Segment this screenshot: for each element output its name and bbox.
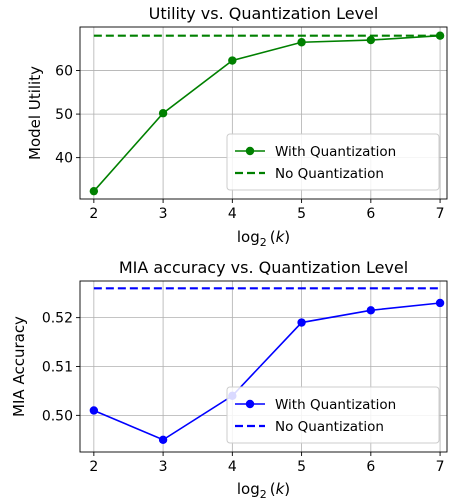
x-axis-label-part: log (237, 480, 260, 498)
legend-label: With Quantization (275, 144, 396, 160)
data-point-x7 (435, 298, 445, 308)
x-tick-label: 3 (159, 459, 168, 475)
data-point-x3 (158, 109, 168, 118)
legend-marker (245, 146, 255, 156)
x-axis-label: log2 (k) (237, 480, 290, 501)
x-axis-label-part: log (237, 228, 260, 246)
x-axis-label-part: 2 (260, 236, 267, 249)
y-tick-label: 40 (55, 151, 73, 167)
data-point-x2 (89, 186, 99, 196)
y-tick-label: 50 (55, 107, 73, 123)
legend-label: No Quantization (275, 419, 384, 435)
data-point-x6 (366, 35, 376, 45)
data-point-x5 (297, 38, 306, 47)
legend-label: No Quantization (275, 166, 384, 182)
x-axis-label-part: ( (270, 480, 276, 498)
x-tick-label: 6 (366, 459, 375, 475)
series-with-quantization-line (93, 302, 441, 441)
legend-marker (245, 399, 255, 409)
chart-mia: 2 3 4 5 6 7 0.50 0.51 0.52 MIA accuracy vs. Quant… (10, 258, 448, 501)
legend: With Quantization No Quantization (226, 386, 440, 444)
x-axis-label: log2 (k) (237, 228, 290, 249)
legend-box (226, 386, 440, 444)
x-tick-label: 5 (297, 459, 306, 475)
data-point-x7 (435, 31, 445, 40)
x-axis-label-part: k (276, 228, 286, 246)
x-axis-label-part: 2 (260, 488, 267, 501)
x-tick-label: 7 (436, 459, 445, 475)
x-tick-label: 4 (228, 206, 237, 222)
x-tick-label: 5 (297, 206, 306, 222)
plot-frame (79, 26, 448, 200)
x-axis-label-part: ( (270, 228, 276, 246)
x-tick-label: 3 (159, 206, 168, 222)
chart-title: MIA accuracy vs. Quantization Level (119, 258, 408, 277)
data-point-x5 (297, 318, 306, 327)
legend: With Quantization No Quantization (226, 133, 440, 191)
series-with-quantization-line (93, 34, 441, 192)
x-tick-label: 6 (366, 206, 375, 222)
legend-label: With Quantization (275, 397, 396, 413)
y-tick-label: 0.51 (42, 360, 73, 376)
chart-utility: 2 3 4 5 6 7 40 50 60 Utility vs. Quantization Lev… (26, 4, 448, 249)
x-tick-label: 2 (89, 206, 98, 222)
x-tick-label: 2 (89, 459, 98, 475)
y-axis-label: Model Utility (26, 66, 44, 160)
x-tick-label: 4 (228, 459, 237, 475)
y-tick-label: 0.50 (42, 408, 73, 424)
plot-frame (79, 280, 448, 453)
x-axis-label-part: ) (284, 480, 290, 498)
x-axis-label-part: ) (284, 228, 290, 246)
x-axis-label-part: k (276, 480, 286, 498)
y-tick-label: 0.52 (42, 311, 73, 327)
data-point-x6 (366, 306, 376, 315)
x-tick-label: 7 (436, 206, 445, 222)
data-point-x2 (89, 406, 99, 415)
data-point-x3 (158, 435, 168, 444)
y-axis-label: MIA Accuracy (10, 316, 28, 417)
y-tick-label: 60 (55, 64, 73, 80)
chart-title: Utility vs. Quantization Level (149, 4, 379, 23)
data-point-x4 (228, 56, 237, 65)
legend-box (226, 133, 440, 191)
